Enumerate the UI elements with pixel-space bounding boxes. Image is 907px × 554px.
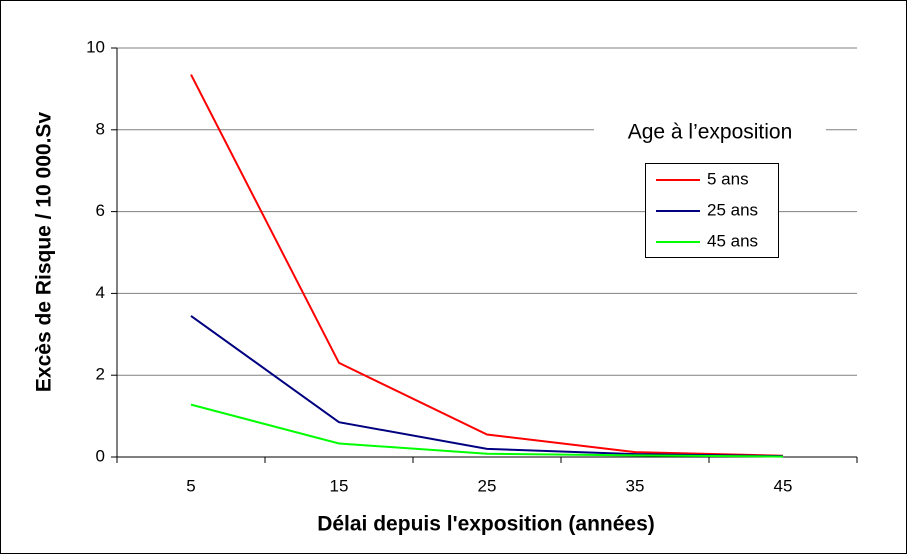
x-tick-label: 45 (774, 476, 793, 495)
legend-title: Age à l’exposition (628, 121, 793, 144)
legend-label: 45 ans (707, 231, 758, 250)
series-line (190, 74, 784, 457)
y-tick-label: 4 (96, 283, 105, 302)
y-tick-label: 10 (86, 37, 105, 56)
x-tick-label: 5 (186, 476, 195, 495)
legend-label: 5 ans (707, 169, 749, 188)
x-axis-title: Délai depuis l'exposition (années) (317, 513, 655, 536)
y-tick-label: 2 (96, 365, 105, 384)
legend-title-bg (594, 118, 826, 148)
y-tick-label: 8 (96, 119, 105, 138)
x-tick-label: 35 (626, 476, 645, 495)
series-line (190, 403, 784, 458)
y-tick-label: 6 (96, 201, 105, 220)
y-tick-label: 0 (96, 446, 105, 465)
legend-label: 25 ans (707, 200, 758, 219)
y-axis-title: Excès de Risque / 10 000.Sv (33, 112, 56, 392)
x-tick-label: 25 (478, 476, 497, 495)
x-tick-label: 15 (330, 476, 349, 495)
